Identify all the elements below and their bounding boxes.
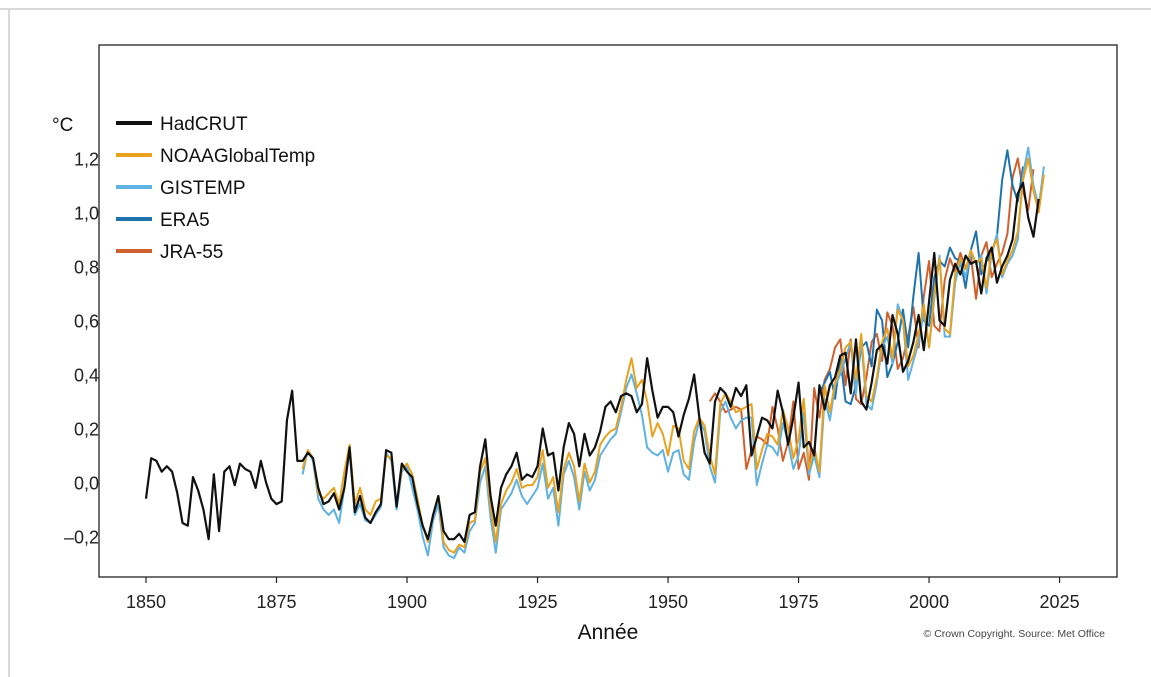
x-tick-label: 1875 [256, 592, 296, 612]
axis-layer: 1850 1875 1900 1925 1950 1975 2000 2025 –0,2 0,0 0… [64, 149, 1080, 612]
legend-label-jra-55: JRA-55 [160, 242, 223, 263]
y-tick-label: 0,4 [74, 365, 99, 385]
legend-label-era5: ERA5 [160, 210, 210, 231]
x-tick-label: 1900 [387, 592, 427, 612]
y-tick-label: 1,0 [74, 203, 99, 223]
frame-left-rule [8, 8, 10, 677]
legend-label-gistemp: GISTEMP [160, 178, 246, 199]
x-tick-label: 1950 [648, 592, 688, 612]
series-line-jra-55 [708, 157, 1035, 481]
x-tick-label: 2025 [1040, 592, 1080, 612]
y-tick-label: 0,8 [74, 257, 99, 277]
x-tick-label: 1975 [779, 592, 819, 612]
legend-label-noaaglobaltemp: NOAAGlobalTemp [160, 146, 315, 167]
x-tick-label: 1850 [126, 592, 166, 612]
y-tick-label: –0,2 [64, 527, 99, 547]
y-tick-label: 0,0 [74, 473, 99, 493]
y-tick-label: 0,6 [74, 311, 99, 331]
x-tick-label: 2000 [909, 592, 949, 612]
frame-top-rule [0, 8, 1151, 10]
legend: HadCRUT NOAAGlobalTemp GISTEMP ERA5 JRA-… [116, 114, 315, 263]
series-layer [144, 146, 1045, 560]
series-line-hadcrut [144, 181, 1040, 543]
x-tick-label: 1925 [517, 592, 557, 612]
legend-label-hadcrut: HadCRUT [160, 114, 248, 135]
x-axis-label: Année [578, 621, 639, 644]
y-axis-unit-label: °C [52, 115, 73, 136]
y-tick-label: 0,2 [74, 419, 99, 439]
series-line-era5 [818, 149, 1025, 406]
plot-area [98, 44, 1118, 578]
source-credit: © Crown Copyright. Source: Met Office [924, 628, 1106, 640]
y-tick-label: 1,2 [74, 149, 99, 169]
